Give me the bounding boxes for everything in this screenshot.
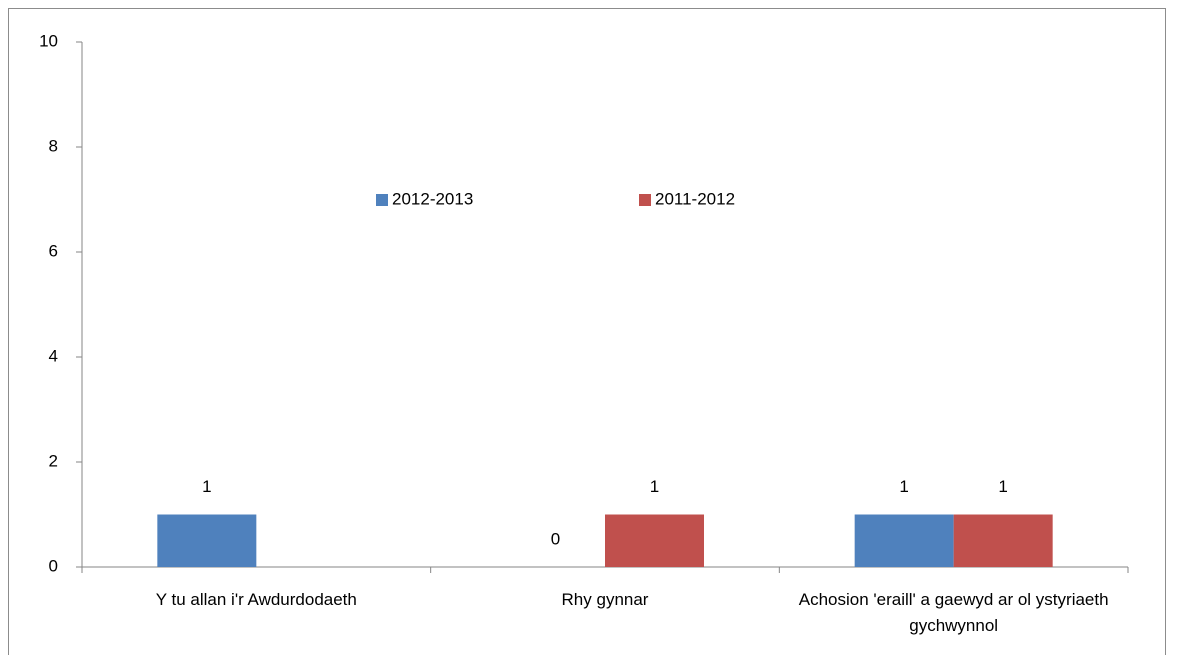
x-tick-label-box: Y tu allan i'r Awdurdodaeth xyxy=(155,590,357,609)
x-tick-label-box: Achosion 'eraill' a gaewyd ar ol ystyria… xyxy=(798,590,1109,635)
data-label: 0 xyxy=(551,529,560,548)
chart-border xyxy=(8,8,1166,655)
x-tick-label-box: Rhy gynnar xyxy=(561,590,649,609)
legend-label: 2011-2012 xyxy=(655,189,735,208)
data-label: 1 xyxy=(899,477,908,496)
legend-swatch xyxy=(639,194,651,206)
data-label: 1 xyxy=(650,477,659,496)
data-label: 1 xyxy=(202,477,211,496)
bar xyxy=(605,514,704,567)
y-tick-label: 0 xyxy=(49,556,58,575)
y-tick-label: 10 xyxy=(39,31,58,50)
legend-label: 2012-2013 xyxy=(392,189,473,208)
y-tick-label: 8 xyxy=(49,136,58,155)
y-tick-label: 6 xyxy=(49,241,58,260)
data-label: 1 xyxy=(998,477,1007,496)
legend-swatch xyxy=(376,194,388,206)
x-tick-label: Achosion 'eraill' a gaewyd ar ol ystyria… xyxy=(798,590,1109,635)
bar xyxy=(157,514,257,567)
x-tick-label: Rhy gynnar xyxy=(561,590,649,609)
bar xyxy=(953,514,1053,567)
bar xyxy=(854,514,954,567)
y-tick-label: 4 xyxy=(49,346,58,365)
y-tick-label: 2 xyxy=(49,451,58,470)
x-tick-label: Y tu allan i'r Awdurdodaeth xyxy=(155,590,357,609)
